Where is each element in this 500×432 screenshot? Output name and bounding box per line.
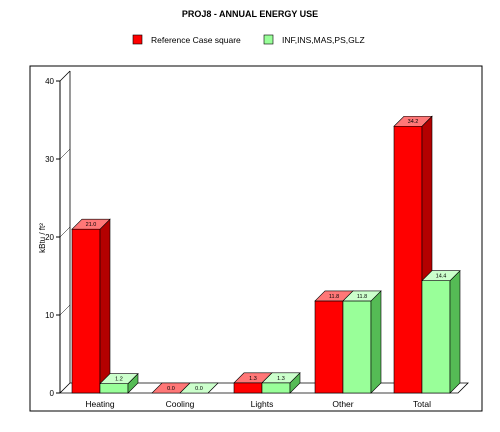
data-label: 0.0 (195, 386, 203, 392)
bar-front (99, 383, 129, 394)
bar-proposed-other (342, 290, 382, 394)
data-label: 21.0 (86, 222, 97, 228)
bar-front (342, 300, 372, 394)
bar-proposed-total (421, 269, 461, 394)
data-label: 0.0 (167, 386, 175, 392)
bar-front (261, 382, 291, 394)
y-tick-label: 0 (50, 389, 55, 398)
y-tick-depth (59, 226, 71, 238)
legend-item-reference: Reference Case square (132, 34, 241, 45)
bar-proposed-heating (99, 372, 139, 394)
y-tick-label: 40 (45, 77, 54, 86)
y-axis-label: kBtu / ft² (38, 223, 47, 253)
legend-label-proposed: INF,INS,MAS,PS,GLZ (282, 35, 365, 45)
x-tick-label: Cooling (166, 399, 195, 409)
data-label: 1.2 (115, 377, 123, 383)
data-label: 34.2 (408, 119, 419, 125)
bar-top (342, 290, 382, 302)
chart-title: PROJ8 - ANNUAL ENERGY USE (182, 9, 318, 19)
bar-side (370, 290, 382, 394)
bar-top (71, 218, 111, 230)
bar-top (393, 115, 433, 127)
y-tick-label: 30 (45, 155, 54, 164)
legend: Reference Case square INF,INS,MAS,PS,GLZ (132, 34, 365, 45)
data-label: 1.3 (277, 376, 285, 382)
bar-top (179, 382, 219, 394)
bar-front (314, 300, 344, 394)
y-tick-depth (59, 304, 71, 316)
data-label: 1.3 (249, 376, 257, 382)
bar-top (99, 373, 139, 384)
legend-swatch-reference (132, 34, 143, 45)
data-label: 14.4 (436, 274, 447, 280)
legend-swatch-proposed (263, 34, 274, 45)
x-tick-label: Other (332, 399, 353, 409)
bar-front (421, 280, 451, 394)
data-label: 11.8 (357, 294, 367, 300)
bar-front (393, 125, 423, 394)
plot-frame (29, 65, 483, 412)
bar-proposed-lights (261, 372, 301, 394)
x-tick-label: Lights (251, 399, 274, 409)
bar-top (261, 372, 301, 384)
bar-proposed-cooling (179, 382, 219, 394)
y-tick-depth (59, 70, 71, 82)
bar-front (233, 382, 263, 394)
bar-reference-heating (71, 218, 111, 394)
y-tick-depth (59, 382, 71, 394)
bar-top (421, 270, 461, 281)
legend-item-proposed: INF,INS,MAS,PS,GLZ (263, 34, 365, 45)
y-tick-depth (59, 148, 71, 160)
plot-area: 0 10 20 30 40 21.0 1.2 Heating 0.0 0.0 Cooling 1.3 1… (45, 70, 469, 409)
y-tick-label: 10 (45, 311, 54, 320)
x-tick-label: Heating (85, 399, 115, 409)
legend-label-reference: Reference Case square (151, 35, 241, 45)
bar-side (449, 269, 461, 394)
y-tick-label: 20 (45, 233, 54, 242)
x-tick-label: Total (413, 399, 431, 409)
bar-front (71, 228, 101, 394)
bar-side (99, 218, 111, 394)
data-label: 11.8 (329, 294, 339, 300)
